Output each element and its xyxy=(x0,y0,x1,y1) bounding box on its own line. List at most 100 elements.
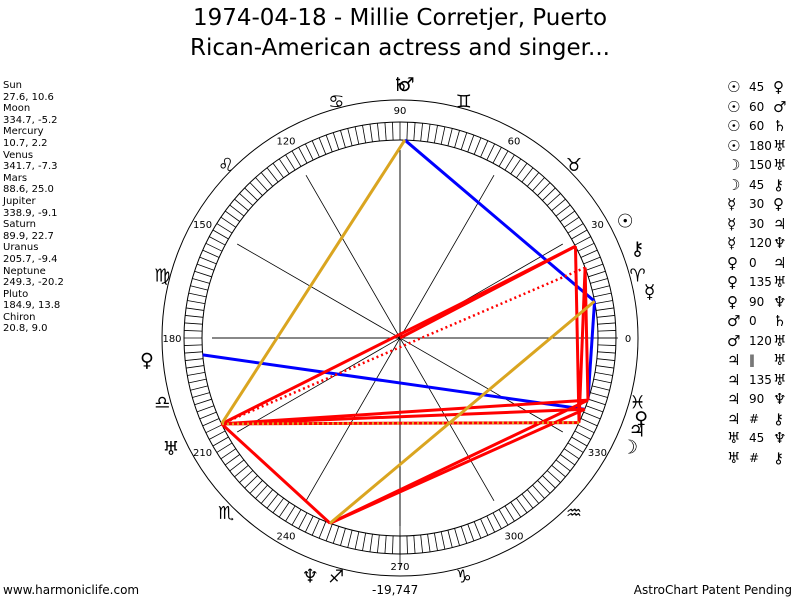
degree-tick xyxy=(340,528,346,546)
aspect-row: ♅ 45 ♆ xyxy=(727,429,793,449)
degree-tick xyxy=(199,256,217,265)
degree-tick xyxy=(229,204,245,217)
degree-tick xyxy=(260,172,274,187)
aspect-line xyxy=(202,353,585,411)
degree-tick xyxy=(325,134,333,153)
degree-tick xyxy=(325,523,333,542)
degree-tick xyxy=(255,484,268,499)
aspect-type: 0 xyxy=(749,255,757,270)
degree-tick xyxy=(592,285,610,291)
degree-tick xyxy=(498,509,509,526)
degree-tick xyxy=(188,292,207,298)
degree-tick xyxy=(362,125,367,144)
aspect-type: 90 xyxy=(749,294,765,309)
degree-tick xyxy=(504,154,515,171)
degree-tick xyxy=(392,122,394,141)
degree-tick xyxy=(285,505,296,522)
aspect-row: ☿ 30 ♀ xyxy=(727,195,793,215)
degree-tick xyxy=(498,150,509,167)
degree-tick xyxy=(596,358,615,361)
degree-tick xyxy=(266,167,279,183)
degree-tick xyxy=(454,130,460,148)
aspect-line xyxy=(403,138,596,303)
wheel-outer-circle xyxy=(161,99,639,577)
degree-tick xyxy=(205,424,223,434)
degree-tick xyxy=(567,223,584,234)
aspect-planet2-glyph: ♅ xyxy=(773,331,787,350)
aspect-planet1-glyph: ♂ xyxy=(727,331,741,350)
degree-tick xyxy=(551,198,566,212)
degree-tick xyxy=(574,236,591,246)
zodiac-sign-glyph: ♌ xyxy=(218,155,234,176)
degree-tick xyxy=(427,534,431,552)
aspect-planet2-glyph: ♀ xyxy=(773,195,784,213)
aspect-row: ♃ # ⚷ xyxy=(727,410,793,430)
planet-coords-chiron: 20.8, 9.0 xyxy=(3,323,48,335)
degree-tick xyxy=(216,223,233,234)
degree-tick xyxy=(559,454,575,466)
aspect-type: # xyxy=(749,411,760,426)
degree-tick xyxy=(194,270,212,278)
zodiac-sign-glyph: ♒ xyxy=(566,503,582,524)
zodiac-sign-glyph: ♍ xyxy=(154,265,170,286)
aspect-type: 45 xyxy=(749,80,765,94)
degree-tick xyxy=(266,493,279,509)
degree-tick xyxy=(571,229,588,240)
degree-tick xyxy=(537,480,551,494)
degree-tick xyxy=(480,140,489,158)
aspect-planet2-glyph: ♄ xyxy=(773,117,787,135)
aspect-line xyxy=(221,421,580,426)
degree-tick xyxy=(559,210,575,222)
degree-tick xyxy=(420,534,423,553)
degree-label: 330 xyxy=(588,448,607,459)
degree-tick xyxy=(571,436,588,447)
degree-tick xyxy=(244,475,258,489)
degree-tick xyxy=(212,436,229,447)
degree-tick xyxy=(590,392,608,398)
planet-glyph-mercury: ☿ xyxy=(644,281,656,303)
degree-tick xyxy=(433,532,438,551)
zodiac-sign-glyph: ♉ xyxy=(566,155,582,176)
planet-name-venus: Venus xyxy=(3,149,34,161)
aspect-row: ♃ 135 ♅ xyxy=(727,371,793,391)
degree-tick xyxy=(413,535,416,554)
degree-tick xyxy=(516,163,528,179)
aspect-planet1-glyph: ☽ xyxy=(727,175,741,194)
planet-coords-neptune: 249.3, -20.2 xyxy=(3,277,64,289)
aspect-planet1-glyph: ☉ xyxy=(727,97,741,116)
planet-glyph-neptune: ♆ xyxy=(302,566,319,588)
degree-tick xyxy=(239,193,254,206)
degree-tick xyxy=(202,249,220,258)
website-link[interactable]: www.harmoniclife.com xyxy=(3,583,140,597)
degree-tick xyxy=(577,242,595,252)
degree-tick xyxy=(196,405,215,413)
degree-tick xyxy=(192,392,210,398)
degree-tick xyxy=(184,330,203,332)
patent-note: AstroChart Patent Pending xyxy=(633,583,792,597)
degree-tick xyxy=(413,122,416,141)
degree-tick xyxy=(546,193,561,206)
aspect-line-dotted xyxy=(221,266,586,426)
planet-name-saturn: Saturn xyxy=(3,219,37,231)
aspect-type: 30 xyxy=(749,216,765,231)
degree-label: 180 xyxy=(162,334,181,345)
degree-tick xyxy=(354,531,360,550)
degree-tick xyxy=(460,526,468,544)
planet-coords-mercury: 10.7, 2.2 xyxy=(3,137,48,149)
degree-tick xyxy=(187,371,206,376)
aspect-line xyxy=(577,267,587,423)
degree-tick xyxy=(427,124,431,142)
degree-tick xyxy=(184,344,203,346)
aspect-planet2-glyph: ♂ xyxy=(773,97,787,116)
degree-tick xyxy=(580,418,598,427)
planet-coords-venus: 341.7, -7.3 xyxy=(3,161,58,173)
degree-tick xyxy=(187,300,206,305)
aspect-type: 0 xyxy=(749,314,757,328)
aspect-planet1-glyph: ♃ xyxy=(727,409,741,428)
degree-tick xyxy=(593,378,612,384)
aspect-planet1-glyph: ☿ xyxy=(727,234,737,252)
aspect-planet2-glyph: ♆ xyxy=(773,234,787,252)
chart-title-line2: Rican-American actress and singer... xyxy=(190,35,610,61)
degree-tick xyxy=(369,124,373,142)
planet-coords-sun: 27.6, 10.6 xyxy=(3,91,54,103)
